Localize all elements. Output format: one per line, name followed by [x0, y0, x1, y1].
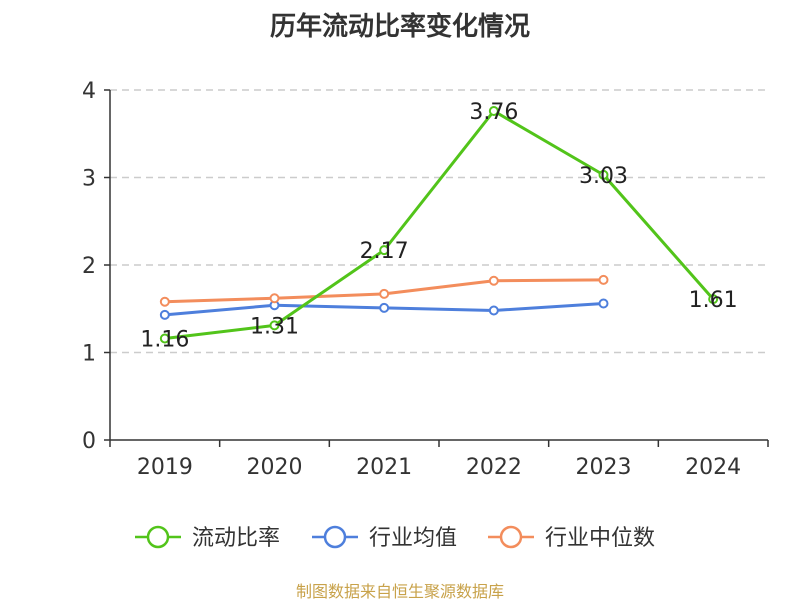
data-point: [488, 305, 499, 316]
x-tick-label: 2019: [137, 455, 193, 480]
data-point: [598, 169, 609, 180]
legend-marker: [146, 525, 170, 549]
y-tick-label: 1: [82, 342, 96, 367]
x-tick-label: 2020: [247, 455, 303, 480]
legend-marker: [499, 525, 523, 549]
data-point: [488, 275, 499, 286]
data-point: [379, 245, 390, 256]
data-point: [379, 288, 390, 299]
legend-label: 行业中位数: [545, 526, 655, 551]
data-source-note: 制图数据来自恒生聚源数据库: [295, 582, 504, 601]
data-label: 1.31: [250, 314, 299, 339]
series-line-1: [164, 109, 715, 340]
data-label: 2.17: [360, 239, 409, 264]
x-tick-label: 2023: [576, 455, 632, 480]
legend-label: 流动比率: [192, 526, 280, 551]
data-point: [159, 333, 170, 344]
data-point: [598, 298, 609, 309]
data-point: [379, 302, 390, 313]
x-tick-label: 2024: [685, 455, 741, 480]
data-label: 1.61: [689, 288, 738, 313]
data-label: 1.16: [140, 328, 189, 353]
y-tick-label: 4: [82, 79, 96, 104]
chart-title: 历年流动比率变化情况: [269, 12, 530, 42]
legend-label: 行业均值: [369, 526, 457, 551]
data-label: 3.03: [579, 164, 628, 189]
y-tick-label: 3: [82, 167, 96, 192]
data-point: [488, 106, 499, 116]
y-tick-label: 2: [82, 254, 96, 279]
y-tick-label: 0: [82, 429, 96, 454]
data-point: [159, 309, 170, 320]
legend-marker: [323, 525, 347, 549]
data-label: 3.76: [469, 100, 518, 125]
x-tick-label: 2022: [466, 455, 522, 480]
data-point: [708, 294, 719, 305]
data-point: [269, 320, 280, 331]
data-point: [159, 296, 170, 307]
data-point: [598, 274, 609, 285]
data-point: [269, 293, 280, 304]
x-tick-label: 2021: [356, 455, 412, 480]
